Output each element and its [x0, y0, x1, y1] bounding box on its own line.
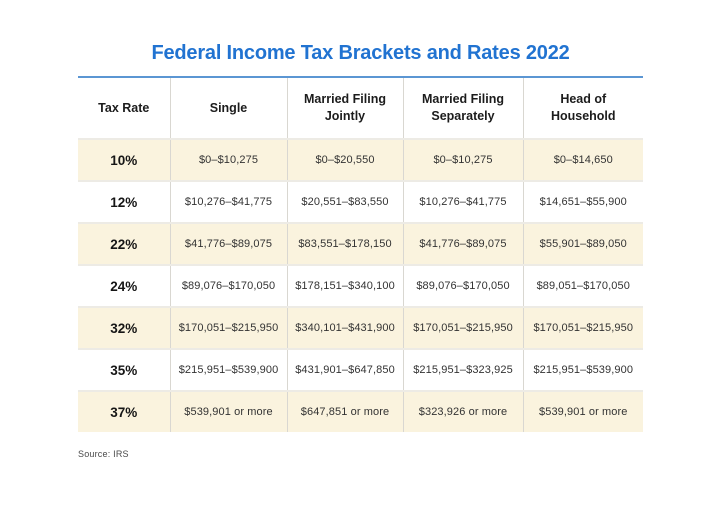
bracket-range-cell: $215,951–$323,925 — [402, 348, 523, 391]
bracket-range-cell: $539,901 or more — [522, 390, 643, 432]
column-header-married-separately: Married Filing Separately — [402, 78, 523, 139]
tax-rate-cell: 24% — [78, 264, 170, 307]
bracket-range-cell: $83,551–$178,150 — [286, 222, 403, 265]
bracket-range-cell: $41,776–$89,075 — [169, 222, 287, 265]
table-row: 10% $0–$10,275 $0–$20,550 $0–$10,275 $0–$14,… — [78, 138, 643, 181]
table-row: 24% $89,076–$170,050 $178,151–$340,100 $89,… — [78, 264, 643, 307]
table-row: 35% $215,951–$539,900 $431,901–$647,850 $21… — [78, 348, 643, 391]
column-header-single: Single — [169, 78, 287, 139]
column-header-head-of-household: Head of Household — [522, 78, 643, 139]
bracket-range-cell: $41,776–$89,075 — [402, 222, 523, 265]
bracket-range-cell: $215,951–$539,900 — [169, 348, 287, 391]
bracket-range-cell: $0–$10,275 — [169, 138, 287, 181]
bracket-range-cell: $170,051–$215,950 — [522, 306, 643, 349]
bracket-range-cell: $340,101–$431,900 — [286, 306, 403, 349]
bracket-range-cell: $14,651–$55,900 — [522, 180, 643, 223]
tax-brackets-table: Tax Rate Single Married Filing Jointly M… — [78, 78, 643, 432]
bracket-range-cell: $10,276–$41,775 — [169, 180, 287, 223]
bracket-range-cell: $215,951–$539,900 — [522, 348, 643, 391]
bracket-range-cell: $0–$20,550 — [286, 138, 403, 181]
bracket-range-cell: $89,076–$170,050 — [402, 264, 523, 307]
tax-rate-cell: 22% — [78, 222, 170, 265]
table-header: Tax Rate Single Married Filing Jointly M… — [78, 78, 643, 139]
bracket-range-cell: $647,851 or more — [286, 390, 403, 432]
table-row: 12% $10,276–$41,775 $20,551–$83,550 $10,276… — [78, 180, 643, 223]
bracket-range-cell: $55,901–$89,050 — [522, 222, 643, 265]
header-row: Tax Rate Single Married Filing Jointly M… — [78, 78, 643, 139]
column-header-tax-rate: Tax Rate — [98, 100, 150, 115]
bracket-range-cell: $539,901 or more — [169, 390, 287, 432]
tax-rate-cell: 35% — [78, 348, 170, 391]
bracket-range-cell: $0–$10,275 — [402, 138, 523, 181]
tax-rate-cell: 12% — [78, 180, 170, 223]
source-note: Source: IRS — [78, 449, 129, 459]
bracket-range-cell: $10,276–$41,775 — [402, 180, 523, 223]
column-header-married-jointly: Married Filing Jointly — [286, 78, 403, 139]
bracket-range-cell: $178,151–$340,100 — [286, 264, 403, 307]
bracket-range-cell: $170,051–$215,950 — [169, 306, 287, 349]
table-row: 37% $539,901 or more $647,851 or more $323,… — [78, 390, 643, 432]
bracket-range-cell: $89,051–$170,050 — [522, 264, 643, 307]
content-wrap: Federal Income Tax Brackets and Rates 20… — [78, 42, 643, 432]
tax-rate-cell: 37% — [78, 390, 170, 432]
bracket-range-cell: $20,551–$83,550 — [286, 180, 403, 223]
table-body: 10% $0–$10,275 $0–$20,550 $0–$10,275 $0–$14,… — [78, 138, 643, 432]
table-row: 32% $170,051–$215,950 $340,101–$431,900 $17… — [78, 306, 643, 349]
tax-rate-cell: 10% — [78, 138, 170, 181]
tax-rate-cell: 32% — [78, 306, 170, 349]
bracket-range-cell: $170,051–$215,950 — [402, 306, 523, 349]
title-underline-rule — [78, 76, 643, 78]
page-title: Federal Income Tax Brackets and Rates 20… — [151, 42, 570, 64]
table-row: 22% $41,776–$89,075 $83,551–$178,150 $41,77… — [78, 222, 643, 265]
bracket-range-cell: $323,926 or more — [402, 390, 523, 432]
bracket-range-cell: $89,076–$170,050 — [169, 264, 287, 307]
bracket-range-cell: $0–$14,650 — [522, 138, 643, 181]
bracket-range-cell: $431,901–$647,850 — [286, 348, 403, 391]
